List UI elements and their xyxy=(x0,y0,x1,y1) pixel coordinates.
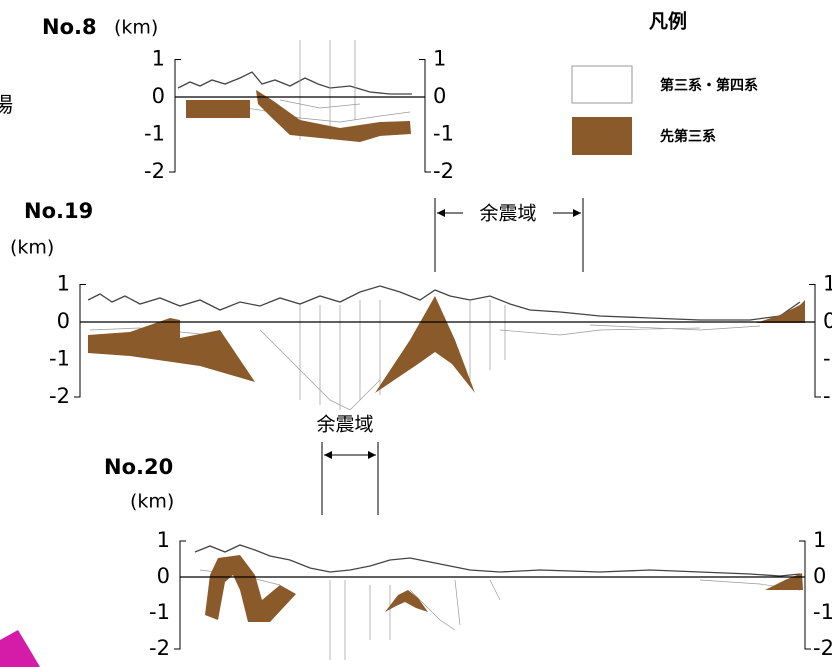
y-tick-label: -2 xyxy=(49,384,70,408)
pre-tertiary xyxy=(88,318,255,382)
y-tick-label: 0 xyxy=(433,84,446,108)
arrow-head xyxy=(324,451,332,459)
unit-label: (km) xyxy=(114,17,158,39)
y-tick-label: -2 xyxy=(813,636,832,660)
annotation: 余震域 xyxy=(479,203,536,225)
y-tick-label: 1 xyxy=(433,47,446,71)
arrow-head xyxy=(573,209,581,217)
side-text: 場 xyxy=(0,93,13,117)
y-tick-label: -1 xyxy=(149,600,170,624)
pre-tertiary xyxy=(186,100,250,118)
y-tick-label: -1 xyxy=(823,347,832,371)
strata xyxy=(200,570,800,660)
legend-swatch xyxy=(572,117,632,155)
axis xyxy=(174,541,186,649)
y-tick-label: -1 xyxy=(144,122,165,146)
unit-label: (km) xyxy=(10,237,54,259)
legend-swatch xyxy=(572,66,632,103)
y-tick-label: 1 xyxy=(813,528,826,552)
y-tick-label: 1 xyxy=(157,528,170,552)
section-name: No.19 xyxy=(24,199,93,223)
topography xyxy=(178,72,412,94)
topography xyxy=(195,545,800,576)
y-tick-label: 1 xyxy=(152,47,165,71)
axis xyxy=(74,285,86,398)
annotation: 余震域 xyxy=(316,414,373,436)
y-tick-label: -1 xyxy=(433,122,454,146)
figure: 場 凡例 第三系・第四系 先第三系 No.8 (km) No.19 (km) 余… xyxy=(0,0,832,667)
legend-label: 第三系・第四系 xyxy=(660,77,758,94)
axis xyxy=(799,541,811,649)
y-tick-label: -2 xyxy=(149,636,170,660)
y-tick-label: -2 xyxy=(823,384,832,408)
topography xyxy=(88,286,800,320)
pre-tertiary xyxy=(375,296,475,393)
section-name: No.20 xyxy=(104,455,173,479)
pre-tertiary xyxy=(205,555,296,622)
y-tick-label: -2 xyxy=(144,159,165,183)
legend-title: 凡例 xyxy=(649,10,687,33)
section-name: No.8 xyxy=(42,15,97,39)
map-fragment xyxy=(0,630,40,667)
y-tick-label: -1 xyxy=(49,347,70,371)
axis xyxy=(809,285,821,398)
y-tick-label: -2 xyxy=(433,159,454,183)
y-tick-label: 1 xyxy=(823,272,832,296)
axis xyxy=(419,60,431,173)
pre-tertiary xyxy=(256,90,411,142)
y-tick-label: -1 xyxy=(813,600,832,624)
y-tick-label: 0 xyxy=(813,564,826,588)
y-tick-label: 0 xyxy=(823,309,832,333)
page: 場 凡例 第三系・第四系 先第三系 No.8 (km) No.19 (km) 余… xyxy=(0,0,832,667)
legend-label: 先第三系 xyxy=(660,128,716,145)
unit-label: (km) xyxy=(130,491,174,513)
arrow-head xyxy=(437,209,445,217)
pre-tertiary xyxy=(385,590,428,612)
y-tick-label: 1 xyxy=(57,272,70,296)
y-tick-label: 0 xyxy=(57,309,70,333)
axis xyxy=(169,60,181,173)
y-tick-label: 0 xyxy=(157,564,170,588)
y-tick-label: 0 xyxy=(152,84,165,108)
arrow-head xyxy=(368,451,376,459)
